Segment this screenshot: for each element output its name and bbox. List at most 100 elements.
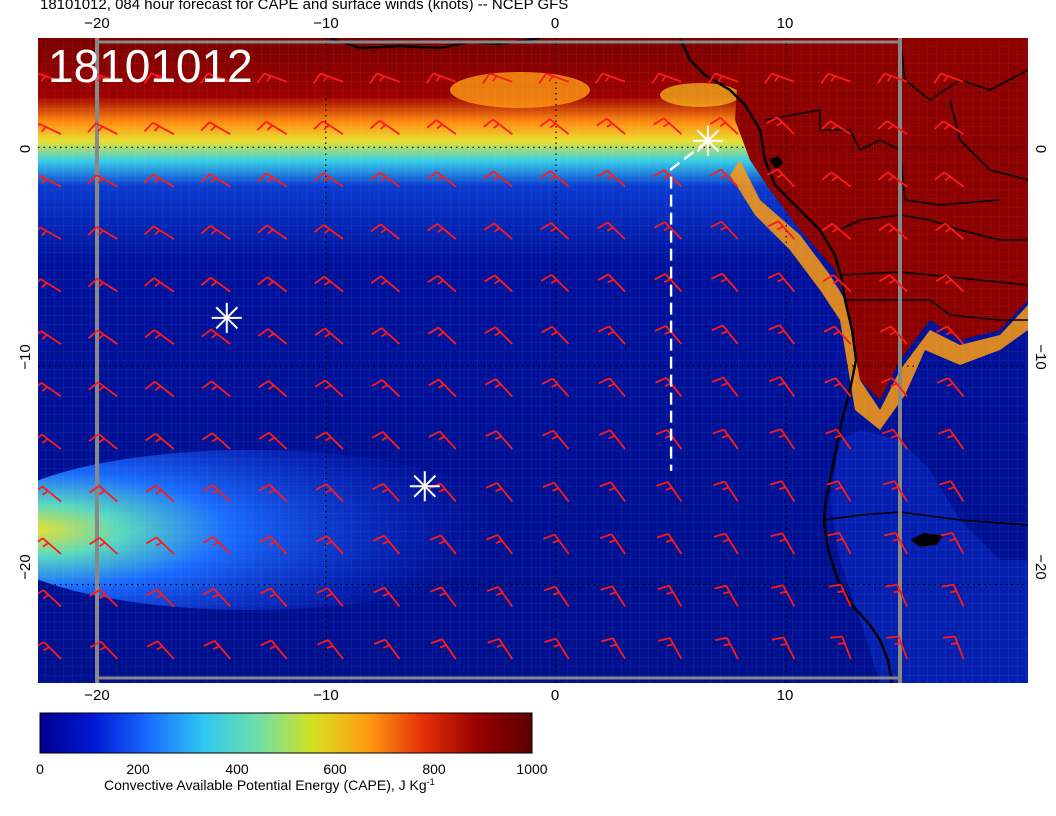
wind-barb-feather [38, 537, 44, 543]
wind-barb-feather [202, 484, 214, 493]
wind-barb-shaft [834, 377, 852, 398]
wind-barb-shaft [781, 532, 796, 555]
wind-barb-feather [38, 641, 45, 647]
wind-barb-half-feather [438, 487, 446, 493]
wind-barb [314, 327, 344, 345]
wind-barb-feather [257, 172, 268, 183]
wind-barb-shaft [550, 274, 570, 293]
wind-barb [145, 432, 175, 450]
wind-barb-feather [370, 223, 382, 233]
wind-barb-feather [710, 168, 722, 177]
wind-barb-shaft [940, 72, 964, 83]
wind-barb-half-feather [267, 228, 274, 235]
wind-barb-feather [314, 327, 326, 336]
wind-barb-half-feather [211, 385, 218, 391]
wind-barb [200, 72, 231, 84]
wind-barb [89, 640, 119, 660]
wind-barb-shaft [608, 325, 626, 345]
wind-barb-feather [651, 73, 660, 84]
wind-barb-feather [597, 221, 609, 230]
wind-barb-shaft [211, 432, 231, 450]
wind-barb [877, 120, 908, 135]
wind-barb [429, 534, 457, 555]
wind-barb [877, 171, 908, 188]
wind-barb [87, 329, 118, 345]
wind-barb-shaft [38, 123, 62, 136]
wind-barb-shaft [951, 532, 965, 555]
wind-barb [369, 72, 400, 84]
wind-barb-shaft [41, 485, 62, 503]
wind-barb-shaft [212, 536, 231, 555]
wind-barb-shaft [210, 328, 231, 345]
wind-barb-half-feather [833, 330, 840, 336]
wind-barb-half-feather [893, 590, 901, 594]
wind-barb-shaft [948, 428, 965, 450]
wind-barb [822, 222, 852, 240]
wind-barb-half-feather [720, 278, 728, 283]
wind-barb-feather [145, 536, 158, 545]
wind-barb-feather [766, 116, 778, 125]
wind-barb [484, 326, 513, 345]
wind-barb-half-feather [325, 488, 332, 494]
wind-barb [941, 583, 965, 607]
wind-barb-shaft [608, 377, 626, 398]
wind-barb-half-feather [887, 175, 895, 182]
wind-barb-half-feather [41, 334, 48, 340]
wind-barb-shaft [494, 326, 513, 345]
wind-barb-half-feather [551, 487, 559, 492]
wind-barb-half-feather [324, 332, 331, 338]
wind-barb [542, 481, 570, 503]
wind-barb-shaft [780, 480, 796, 503]
wind-barb [541, 325, 570, 345]
wind-barb [201, 380, 231, 398]
wind-barb-shaft [611, 585, 626, 607]
wind-barb [600, 585, 626, 607]
wind-barb-feather [541, 377, 554, 385]
wind-barb-feather [770, 532, 783, 538]
wind-barb-half-feather [380, 124, 387, 130]
wind-barb-feather [769, 480, 782, 486]
wind-barb [202, 588, 231, 608]
wind-barb [146, 588, 175, 608]
lon-tick-bottom: 0 [551, 687, 559, 704]
wind-barb-shaft [954, 636, 965, 660]
wind-barb [373, 638, 401, 660]
wind-barb [933, 120, 965, 135]
wind-barb-shaft [209, 121, 231, 135]
wind-barb-half-feather [551, 435, 559, 440]
wind-barb [820, 72, 852, 84]
wind-barb-half-feather [154, 229, 161, 236]
wind-barb-feather [828, 583, 841, 588]
wind-barb-half-feather [890, 382, 897, 387]
wind-barb-half-feather [550, 227, 557, 233]
wind-barb-shaft [497, 586, 514, 607]
wind-barb [38, 381, 62, 398]
wind-barb-shaft [40, 278, 62, 293]
wind-barb-shaft [39, 226, 62, 240]
wind-barb-shaft [890, 325, 908, 345]
wind-barb-feather [144, 381, 156, 390]
wind-barb-shaft [831, 222, 852, 240]
wind-barb-feather [657, 637, 671, 642]
wind-barb-half-feather [779, 590, 787, 595]
wind-barb-half-feather [380, 332, 388, 338]
wind-barb-shaft [96, 174, 118, 188]
wind-barb [143, 173, 175, 188]
wind-barb-half-feather [269, 593, 276, 598]
wind-barb-half-feather [382, 540, 390, 545]
wind-barb-feather [373, 638, 386, 645]
wind-barb [599, 533, 626, 555]
wind-barb-half-feather [41, 386, 48, 392]
wind-barb-shaft [263, 72, 287, 83]
wind-barb [88, 381, 118, 398]
wind-barb [830, 635, 852, 660]
wind-barb-shaft [602, 72, 626, 83]
wind-barb-shaft [555, 638, 570, 660]
wind-barb [598, 429, 626, 450]
wind-barb-half-feather [777, 329, 785, 335]
wind-barb [539, 118, 570, 135]
wind-barb [38, 330, 62, 345]
wind-barb-half-feather [324, 384, 332, 390]
wind-barb-half-feather [154, 385, 162, 391]
wind-barb-shaft [669, 637, 683, 660]
